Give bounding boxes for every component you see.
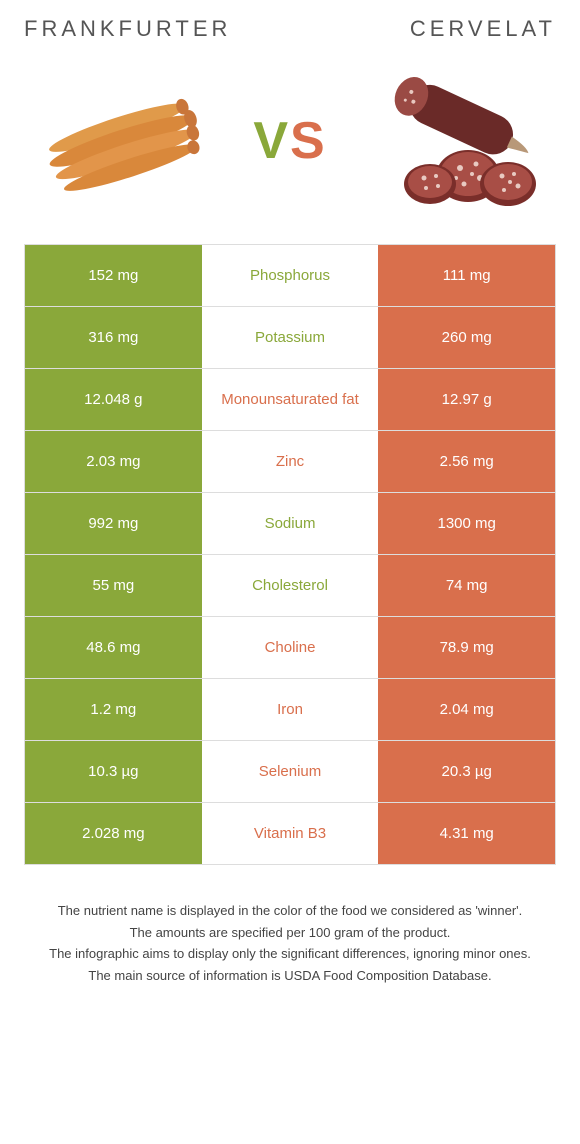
footer-line-4: The main source of information is USDA F… [34,966,546,986]
nutrient-label-cell: Iron [202,679,379,740]
vs-v: V [253,112,290,170]
hero-row: VS [24,66,556,216]
nutrient-label-cell: Vitamin B3 [202,803,379,864]
left-value-cell: 48.6 mg [25,617,202,678]
left-value-cell: 55 mg [25,555,202,616]
table-row: 152 mgPhosphorus111 mg [25,245,555,307]
footer-notes: The nutrient name is displayed in the co… [24,901,556,985]
vs-s: S [290,112,327,170]
right-value-cell: 74 mg [378,555,555,616]
left-food-image [32,66,212,216]
footer-line-3: The infographic aims to display only the… [34,944,546,964]
right-food-image [368,66,548,216]
left-value-cell: 316 mg [25,307,202,368]
right-value-cell: 20.3 µg [378,741,555,802]
left-value-cell: 2.028 mg [25,803,202,864]
table-row: 2.03 mgZinc2.56 mg [25,431,555,493]
nutrient-label-cell: Zinc [202,431,379,492]
footer-line-2: The amounts are specified per 100 gram o… [34,923,546,943]
table-row: 12.048 gMonounsaturated fat12.97 g [25,369,555,431]
nutrient-label-cell: Phosphorus [202,245,379,306]
right-food-title: Cervelat [290,16,556,42]
left-value-cell: 1.2 mg [25,679,202,740]
table-row: 1.2 mgIron2.04 mg [25,679,555,741]
left-value-cell: 12.048 g [25,369,202,430]
left-value-cell: 2.03 mg [25,431,202,492]
right-value-cell: 2.04 mg [378,679,555,740]
nutrient-label-cell: Cholesterol [202,555,379,616]
right-value-cell: 2.56 mg [378,431,555,492]
left-value-cell: 152 mg [25,245,202,306]
left-value-cell: 992 mg [25,493,202,554]
table-row: 2.028 mgVitamin B34.31 mg [25,803,555,865]
right-value-cell: 78.9 mg [378,617,555,678]
table-row: 55 mgCholesterol74 mg [25,555,555,617]
nutrient-label-cell: Potassium [202,307,379,368]
right-value-cell: 1300 mg [378,493,555,554]
table-row: 48.6 mgCholine78.9 mg [25,617,555,679]
nutrient-label-cell: Selenium [202,741,379,802]
left-food-title: Frankfurter [24,16,290,42]
nutrient-label-cell: Choline [202,617,379,678]
right-value-cell: 12.97 g [378,369,555,430]
nutrient-label-cell: Monounsaturated fat [202,369,379,430]
table-row: 316 mgPotassium260 mg [25,307,555,369]
footer-line-1: The nutrient name is displayed in the co… [34,901,546,921]
vs-label: VS [253,111,326,171]
right-value-cell: 260 mg [378,307,555,368]
right-value-cell: 4.31 mg [378,803,555,864]
nutrient-label-cell: Sodium [202,493,379,554]
table-row: 992 mgSodium1300 mg [25,493,555,555]
table-row: 10.3 µgSelenium20.3 µg [25,741,555,803]
left-value-cell: 10.3 µg [25,741,202,802]
header: Frankfurter Cervelat [24,16,556,42]
right-value-cell: 111 mg [378,245,555,306]
nutrient-table: 152 mgPhosphorus111 mg316 mgPotassium260… [24,244,556,865]
